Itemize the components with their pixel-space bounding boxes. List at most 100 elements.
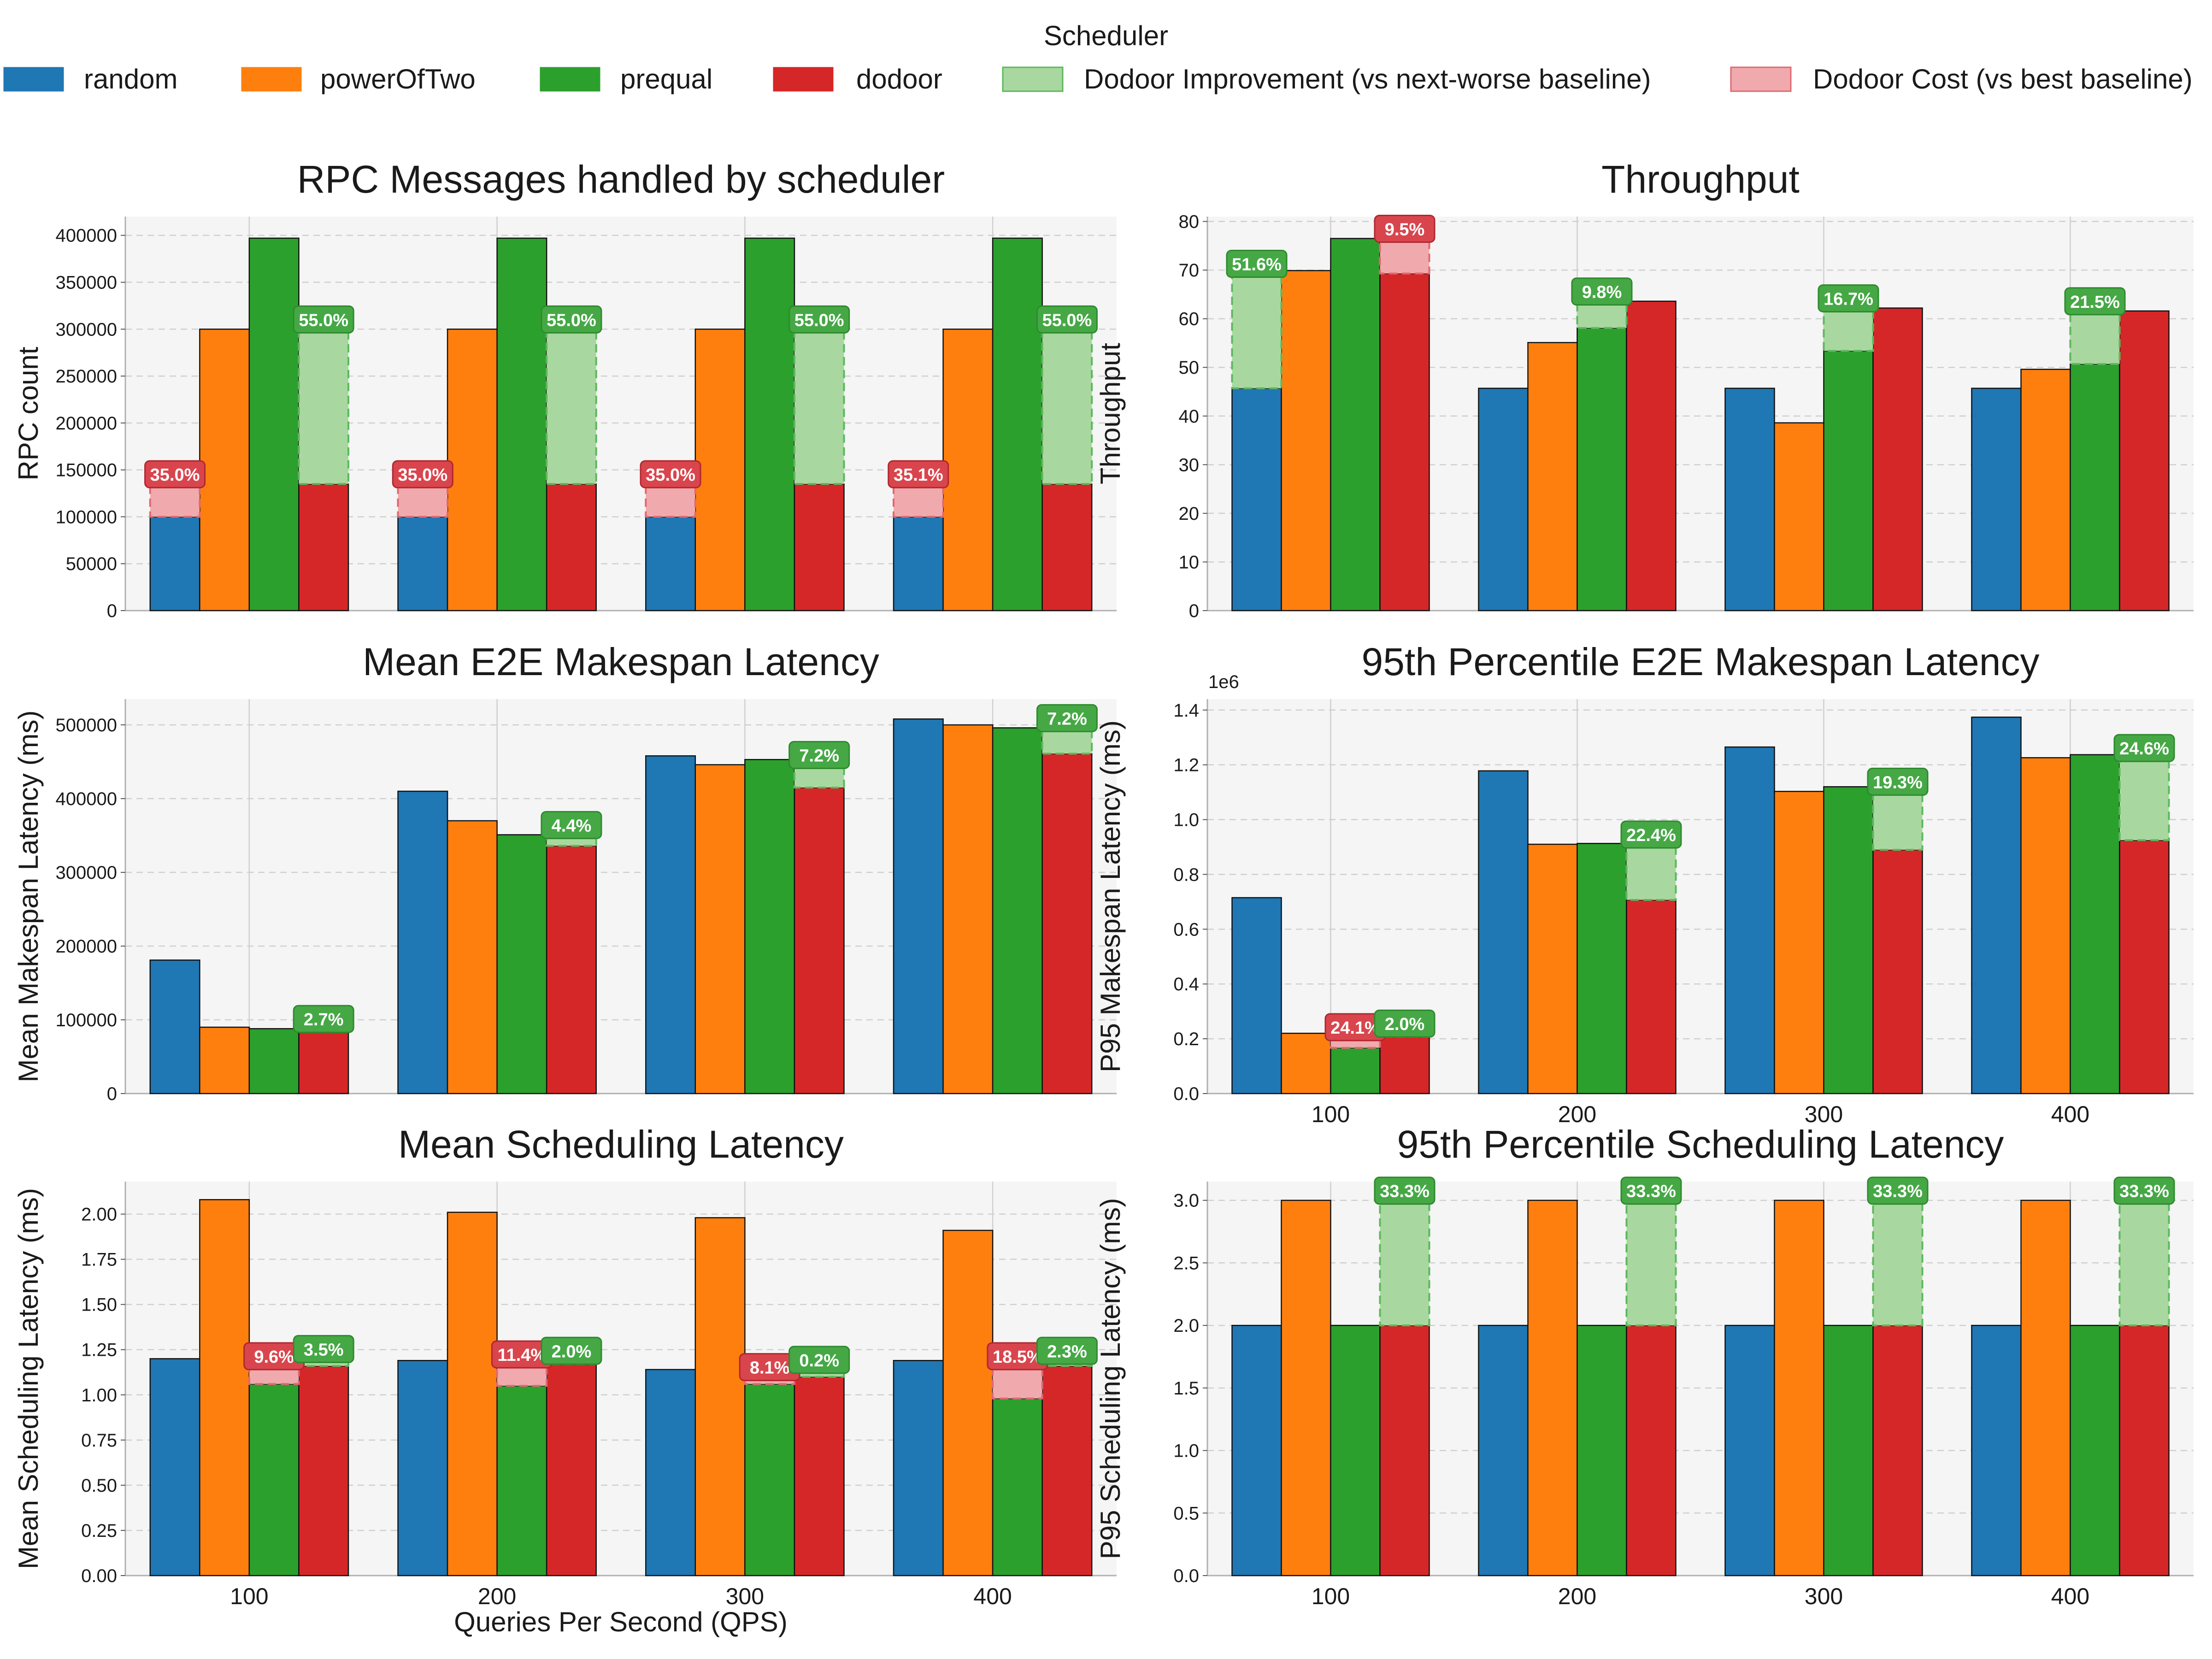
bar-prequal-100 — [248, 1383, 300, 1577]
legend-swatch-random — [3, 67, 64, 92]
y-tick-label: 100000 — [56, 1010, 117, 1030]
badge-label: 24.6% — [2119, 739, 2169, 759]
bar-prequal-400 — [2070, 754, 2120, 1094]
bar-random-200 — [397, 790, 448, 1094]
bar-random-400 — [1971, 1324, 2022, 1577]
bar-dodoor-200 — [1626, 899, 1677, 1094]
bar-dodoor-100 — [298, 1031, 349, 1094]
bar-prequal-100 — [248, 237, 300, 612]
bar-random-100 — [149, 959, 200, 1094]
y-tick-label: 0 — [107, 601, 117, 621]
bar-random-300 — [645, 1369, 696, 1577]
improvement-badge-200: 4.4% — [541, 811, 602, 839]
improvement-badge-400: 55.0% — [1036, 305, 1098, 334]
badge-label: 55.0% — [299, 311, 348, 330]
chart-title: Mean E2E Makespan Latency — [363, 640, 879, 683]
y-tick-label: 0.50 — [81, 1476, 117, 1496]
badge-background — [1036, 305, 1098, 334]
bar-dodoor-200 — [1626, 300, 1677, 612]
chart-title: 95th Percentile E2E Makespan Latency — [1362, 640, 2040, 683]
bar-dodoor-100 — [298, 483, 349, 612]
bar-prequal-300 — [744, 1383, 795, 1577]
badge-background — [1374, 215, 1435, 243]
bar-powerOfTwo-400 — [2020, 757, 2071, 1094]
bar-dodoor-300 — [1872, 1324, 1923, 1577]
bar-random-300 — [1724, 388, 1775, 612]
bar-dodoor-400 — [1041, 1365, 1093, 1577]
bar-powerOfTwo-300 — [1774, 1200, 1824, 1577]
bar-random-300 — [645, 516, 696, 612]
y-tick-label: 2.00 — [81, 1205, 117, 1225]
badge-label: 22.4% — [1626, 826, 1676, 845]
badge-label: 35.0% — [150, 465, 200, 485]
y-tick-label: 50 — [1179, 358, 1200, 378]
x-tick-label-200: 200 — [1558, 1101, 1596, 1127]
bar-powerOfTwo-300 — [694, 764, 746, 1094]
y-tick-label: 300000 — [56, 319, 117, 340]
improvement-badge-200: 55.0% — [541, 305, 602, 334]
x-tick-label-300: 300 — [1805, 1101, 1843, 1127]
bar-prequal-100 — [248, 1028, 300, 1094]
y-axis-label: Mean Scheduling Latency (ms) — [13, 1188, 44, 1569]
badge-background — [293, 305, 354, 334]
y-axis-label: P95 Makespan Latency (ms) — [1095, 720, 1126, 1072]
badge-background — [640, 460, 701, 488]
badge-background — [788, 305, 850, 334]
y-tick-label: 2.5 — [1173, 1253, 1199, 1273]
y-tick-label: 20 — [1179, 504, 1200, 524]
badge-label: 33.3% — [1380, 1182, 1430, 1201]
bar-powerOfTwo-400 — [2020, 369, 2071, 612]
cost-badge-100: 9.5% — [1374, 215, 1435, 243]
y-tick-label: 300000 — [56, 863, 117, 883]
y-tick-label: 350000 — [56, 273, 117, 293]
improvement-badge-300: 0.2% — [788, 1346, 850, 1374]
legend-label-improvement: Dodoor Improvement (vs next-worse baseli… — [1084, 64, 1651, 94]
improvement-region-200 — [546, 328, 597, 485]
x-axis-label: Queries Per Second (QPS) — [454, 1606, 788, 1637]
y-tick-label: 60 — [1179, 309, 1200, 329]
y-tick-label: 0.4 — [1173, 974, 1199, 994]
badge-background — [293, 1005, 354, 1033]
badge-label: 35.1% — [894, 465, 943, 485]
y-tick-label: 500000 — [56, 715, 117, 735]
improvement-badge-400: 33.3% — [2113, 1177, 2175, 1205]
y-tick-label: 30 — [1179, 455, 1200, 475]
legend-label-powerOfTwo: powerOfTwo — [320, 64, 476, 94]
improvement-region-400 — [1041, 328, 1093, 485]
badge-label: 33.3% — [2119, 1182, 2169, 1201]
y-tick-label: 0.6 — [1173, 919, 1199, 940]
y-offset-label: 1e6 — [1208, 672, 1239, 692]
improvement-badge-200: 9.8% — [1571, 277, 1633, 306]
y-tick-label: 10 — [1179, 552, 1200, 572]
y-tick-label: 0.75 — [81, 1430, 117, 1451]
panel-p95-makespan-latency: 24.1% 2.0% 22.4% 19.3% 24.6% 0.0 0.2 0.4 0.6 0.8 1… — [1095, 640, 2194, 1127]
cost-region-300 — [645, 483, 696, 518]
bar-random-100 — [1231, 388, 1282, 612]
badge-label: 0.2% — [799, 1351, 839, 1371]
improvement-region-300 — [1872, 790, 1924, 851]
legend-label-random: random — [84, 64, 177, 94]
y-tick-label: 2.0 — [1173, 1316, 1199, 1336]
badge-background — [1036, 704, 1098, 732]
legend-item-cost: Dodoor Cost (vs best baseline) — [1730, 64, 2193, 94]
x-tick-label-300: 300 — [1805, 1583, 1843, 1609]
bar-powerOfTwo-200 — [1527, 1200, 1578, 1577]
bar-powerOfTwo-200 — [447, 329, 498, 612]
y-tick-label: 0.8 — [1173, 865, 1199, 885]
improvement-badge-100: 3.5% — [293, 1335, 354, 1363]
badge-label: 2.3% — [1047, 1342, 1087, 1361]
bar-random-300 — [645, 755, 696, 1094]
x-tick-label-300: 300 — [726, 1583, 764, 1609]
badge-label: 7.2% — [1047, 709, 1087, 729]
improvement-badge-400: 24.6% — [2113, 734, 2175, 762]
badge-label: 55.0% — [794, 311, 844, 330]
bar-prequal-200 — [496, 834, 547, 1094]
bar-powerOfTwo-200 — [1527, 342, 1578, 612]
y-tick-label: 70 — [1179, 260, 1200, 281]
badge-background — [1036, 1336, 1098, 1365]
bar-random-100 — [1231, 897, 1282, 1094]
bar-dodoor-100 — [1379, 1324, 1430, 1577]
badge-background — [541, 305, 602, 334]
badge-background — [392, 460, 453, 488]
